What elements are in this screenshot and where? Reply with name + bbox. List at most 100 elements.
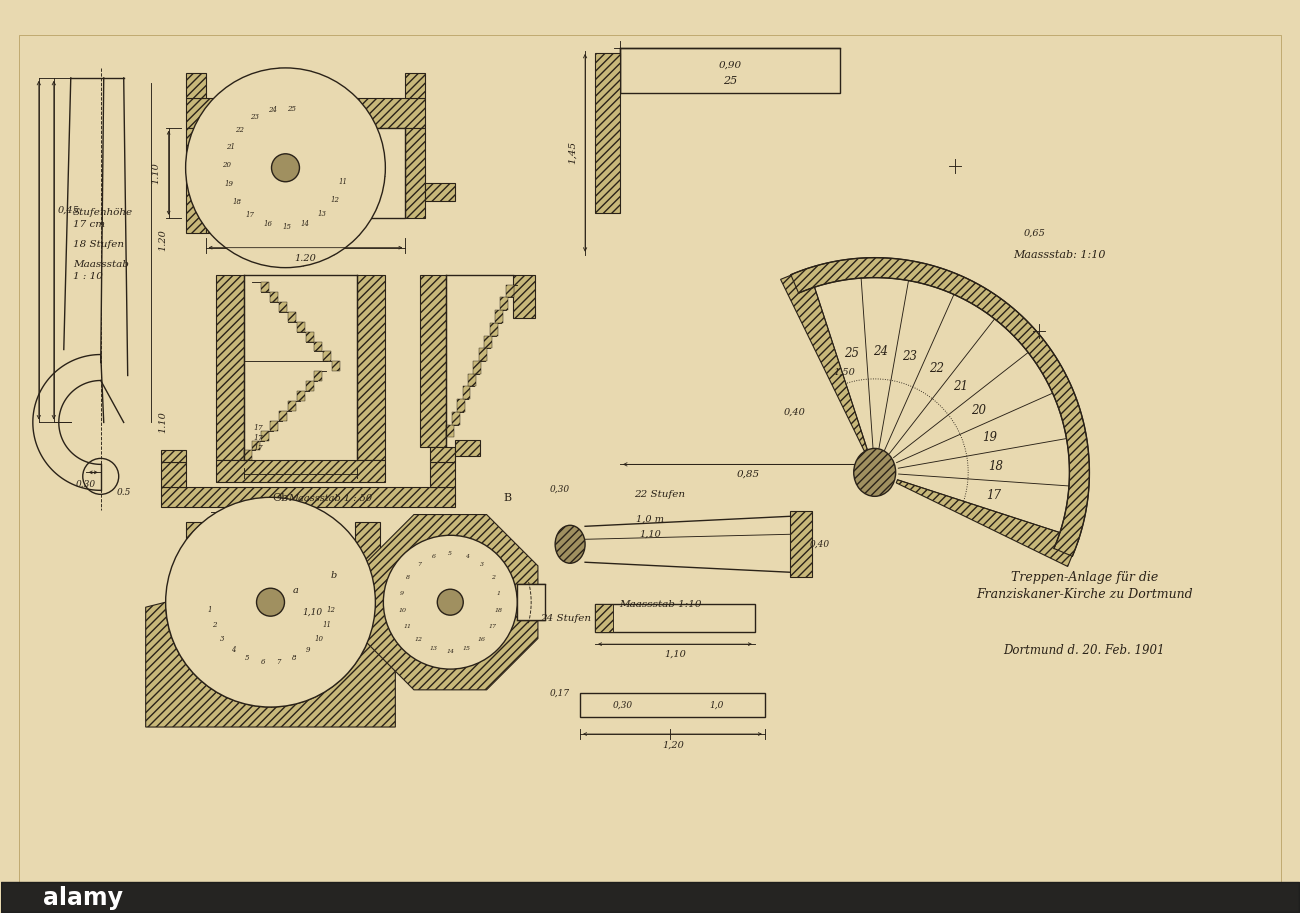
Polygon shape: [243, 450, 251, 460]
Circle shape: [165, 498, 376, 707]
Text: 1,0 m: 1,0 m: [636, 515, 664, 524]
Polygon shape: [780, 268, 867, 451]
Text: 19: 19: [224, 181, 233, 188]
Text: 22: 22: [235, 126, 244, 134]
Text: 22 Stufen: 22 Stufen: [634, 490, 685, 498]
Polygon shape: [620, 48, 840, 93]
Text: 6: 6: [260, 658, 265, 666]
Polygon shape: [161, 488, 455, 508]
Text: 18: 18: [988, 459, 1002, 473]
Text: 5: 5: [448, 551, 452, 556]
Polygon shape: [186, 128, 205, 233]
Text: 0,45: 0,45: [57, 205, 79, 215]
Polygon shape: [595, 53, 620, 213]
Polygon shape: [296, 321, 304, 331]
Text: Maassstab: Maassstab: [73, 260, 129, 269]
Polygon shape: [506, 285, 514, 298]
Polygon shape: [18, 35, 1282, 882]
Polygon shape: [468, 373, 476, 386]
Polygon shape: [406, 128, 425, 217]
Text: 3: 3: [480, 562, 484, 567]
Text: 1,45: 1,45: [568, 142, 577, 164]
Polygon shape: [205, 217, 270, 233]
Text: Dortmund d. 20. Feb. 1901: Dortmund d. 20. Feb. 1901: [1004, 644, 1165, 656]
Text: Maassstab 1 : 50: Maassstab 1 : 50: [289, 494, 373, 503]
Text: 0.5: 0.5: [117, 488, 131, 497]
Polygon shape: [425, 183, 455, 201]
Polygon shape: [306, 381, 313, 391]
Polygon shape: [790, 257, 1089, 556]
Text: 0,90: 0,90: [719, 60, 741, 69]
Text: 12: 12: [415, 637, 422, 642]
Text: 20: 20: [222, 162, 231, 170]
Polygon shape: [270, 421, 278, 431]
Polygon shape: [332, 362, 341, 372]
Text: 12: 12: [326, 606, 335, 614]
Polygon shape: [161, 450, 186, 462]
Text: 9: 9: [400, 592, 404, 596]
Polygon shape: [500, 298, 508, 310]
Text: 17: 17: [254, 435, 264, 443]
Text: 21: 21: [226, 142, 235, 151]
Text: 0,85: 0,85: [736, 470, 759, 478]
Polygon shape: [473, 361, 481, 373]
Polygon shape: [484, 336, 493, 348]
Text: 2: 2: [212, 622, 217, 629]
Text: 13: 13: [317, 210, 326, 218]
Polygon shape: [280, 302, 287, 311]
Polygon shape: [580, 693, 764, 717]
Polygon shape: [355, 522, 381, 603]
Text: 11: 11: [322, 622, 332, 629]
Polygon shape: [186, 73, 205, 98]
Text: 23: 23: [902, 351, 918, 363]
Text: 19: 19: [983, 431, 997, 444]
Text: 17: 17: [254, 445, 264, 453]
Text: 17: 17: [489, 624, 497, 629]
Text: 0.30: 0.30: [75, 480, 96, 488]
Polygon shape: [186, 98, 425, 128]
Text: 4: 4: [465, 553, 469, 559]
Polygon shape: [514, 275, 536, 318]
Text: 24 Stufen: 24 Stufen: [540, 614, 590, 623]
Text: 13: 13: [429, 645, 438, 651]
Text: 1,10: 1,10: [664, 650, 686, 658]
Polygon shape: [306, 331, 313, 341]
Polygon shape: [252, 441, 260, 450]
Polygon shape: [446, 425, 454, 437]
Text: 8: 8: [406, 575, 410, 581]
Polygon shape: [205, 128, 406, 217]
Polygon shape: [280, 411, 287, 421]
Text: 17 cm: 17 cm: [73, 220, 105, 229]
Text: 14: 14: [300, 219, 309, 227]
Polygon shape: [517, 584, 545, 620]
Polygon shape: [287, 311, 296, 321]
Text: 0,17: 0,17: [550, 688, 571, 698]
Text: 1,10: 1,10: [640, 530, 660, 539]
Text: 17: 17: [985, 488, 1001, 502]
Polygon shape: [216, 460, 385, 482]
Text: Maassstab 1:10: Maassstab 1:10: [619, 600, 701, 609]
Text: 1.10: 1.10: [159, 412, 168, 434]
Text: 25: 25: [723, 76, 737, 86]
Text: 15: 15: [282, 223, 291, 231]
Text: 25: 25: [287, 105, 296, 113]
Text: 0,40: 0,40: [810, 540, 829, 549]
Text: 1.20: 1.20: [159, 229, 168, 251]
Polygon shape: [358, 275, 385, 460]
Text: 7: 7: [276, 658, 281, 666]
Polygon shape: [363, 515, 538, 690]
Ellipse shape: [854, 448, 896, 497]
Polygon shape: [420, 275, 446, 447]
Text: 18: 18: [233, 198, 242, 205]
Text: 1,10: 1,10: [303, 608, 322, 616]
Text: 12: 12: [330, 196, 339, 204]
Text: 22: 22: [930, 362, 944, 375]
Text: Maassstab: 1:10: Maassstab: 1:10: [1013, 249, 1106, 259]
Polygon shape: [315, 372, 322, 381]
Polygon shape: [406, 73, 425, 98]
Text: 0,65: 0,65: [1023, 228, 1045, 237]
Text: 4: 4: [231, 646, 235, 655]
Circle shape: [437, 589, 463, 615]
Polygon shape: [495, 310, 503, 323]
Ellipse shape: [555, 525, 585, 563]
